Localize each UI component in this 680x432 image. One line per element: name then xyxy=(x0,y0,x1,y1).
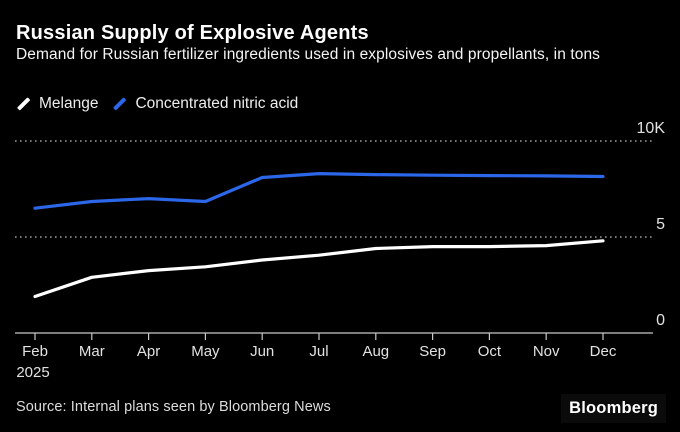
y-axis-label-0: 0 xyxy=(656,312,665,329)
x-axis-label-Feb: Feb xyxy=(22,343,48,360)
y-axis-label-10K: 10K xyxy=(637,120,666,137)
series-line-melange xyxy=(33,239,605,299)
chart-legend: Melange Concentrated nitric acid xyxy=(16,95,298,113)
legend-item-melange: Melange xyxy=(16,95,98,113)
x-axis-label-Sep: Sep xyxy=(419,343,446,360)
series-line-concentrated-nitric-acid xyxy=(33,172,605,210)
x-axis-label-Jul: Jul xyxy=(309,343,328,360)
legend-label-melange: Melange xyxy=(39,95,99,112)
x-axis-label-Mar: Mar xyxy=(79,343,105,360)
x-axis-label-Aug: Aug xyxy=(362,343,389,360)
legend-item-nitric-acid: Concentrated nitric acid xyxy=(112,95,298,113)
x-axis-label-Jun: Jun xyxy=(250,343,274,360)
x-axis-label-Oct: Oct xyxy=(478,343,502,360)
chart-title: Russian Supply of Explosive Agents xyxy=(16,22,369,44)
x-axis-label-May: May xyxy=(191,343,220,360)
chart-subtitle: Demand for Russian fertilizer ingredient… xyxy=(16,46,601,63)
legend-label-nitric-acid: Concentrated nitric acid xyxy=(135,95,299,112)
bloomberg-logo: Bloomberg xyxy=(561,394,666,423)
y-axis-label-5: 5 xyxy=(656,216,665,233)
x-axis-label-Apr: Apr xyxy=(137,343,160,360)
x-axis-label-Nov: Nov xyxy=(533,343,560,360)
x-axis-label-Dec: Dec xyxy=(590,343,617,360)
source-note: Source: Internal plans seen by Bloomberg… xyxy=(16,399,331,415)
x-axis-year-label: 2025 xyxy=(16,364,49,381)
